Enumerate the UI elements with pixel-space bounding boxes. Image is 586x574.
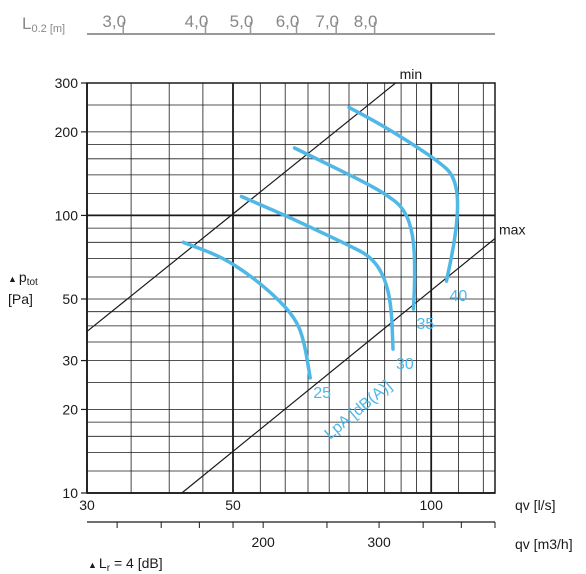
- plot-frame: [86, 82, 496, 494]
- limit-label-max: max: [499, 221, 525, 237]
- limit-lines: min max: [86, 66, 525, 494]
- y-axis-label: ▲ ptot: [8, 269, 38, 288]
- y-tick-label: 100: [55, 207, 79, 223]
- x-tick-label: 50: [225, 497, 241, 513]
- curve-label-35: 35: [417, 316, 435, 333]
- y-tick-label: 10: [62, 485, 78, 501]
- series-group-label: LpA [dB(A)]: [322, 377, 396, 443]
- top-tick-label: 3,0: [102, 12, 126, 31]
- top-tick-label: 5,0: [230, 12, 254, 31]
- x2-axis: 200 300 qv [m3/h]: [87, 521, 573, 552]
- limit-label-min: min: [400, 66, 423, 82]
- limit-line-max: [181, 238, 496, 494]
- top-tick-label: 6,0: [276, 12, 300, 31]
- y-tick-label: 300: [55, 75, 79, 91]
- y-axis-unit: [Pa]: [8, 291, 33, 307]
- top-tick-label: 7,0: [315, 12, 339, 31]
- top-axis-label: L0.2 [m]: [22, 14, 65, 35]
- y-tick-label: 200: [55, 124, 79, 140]
- top-length-axis: L0.2 [m] 3,0 4,0 5,0 6,0 7,0 8,0: [22, 12, 495, 35]
- y-tick-label: 30: [62, 353, 78, 369]
- curve-label-25: 25: [313, 385, 331, 402]
- curve-label-40: 40: [450, 288, 468, 305]
- x2-axis-label: qv [m3/h]: [515, 536, 573, 552]
- x-tick-labels: 30 50 100: [79, 497, 443, 513]
- x2-tick-label: 200: [251, 534, 275, 550]
- y-tick-label: 20: [62, 401, 78, 417]
- curve-25: [181, 240, 312, 380]
- x2-tick-label: 300: [367, 534, 391, 550]
- x-axis-label: qv [l/s]: [515, 497, 555, 513]
- y-tick-label: 50: [62, 291, 78, 307]
- top-tick-label: 8,0: [354, 12, 378, 31]
- limit-line-min: [86, 82, 397, 332]
- footnote: ▲ Lr = 4 [dB]: [88, 555, 163, 574]
- curve-30: [239, 194, 395, 351]
- y-tick-labels: 10 20 30 50 100 200 300: [55, 75, 87, 501]
- x-tick-label: 30: [79, 497, 95, 513]
- x-tick-label: 100: [420, 497, 444, 513]
- top-tick-label: 4,0: [185, 12, 209, 31]
- sound-level-curves: 25 30 35 40: [181, 105, 468, 402]
- curve-35: [292, 146, 417, 311]
- curve-label-30: 30: [396, 356, 414, 373]
- curve-40: [347, 105, 460, 283]
